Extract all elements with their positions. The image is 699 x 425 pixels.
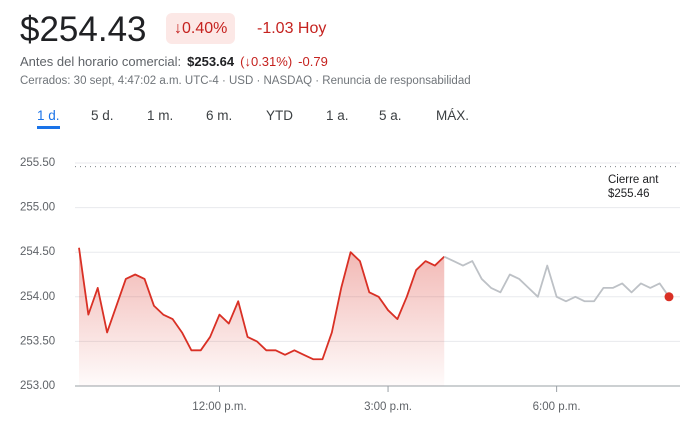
previous-close-title: Cierre ant [608,174,659,186]
x-tick-label: 3:00 p.m. [364,401,412,413]
line [443,255,670,303]
premarket-label: Antes del horario comercial: [20,54,182,69]
range-tab[interactable]: MÁX. [436,108,470,123]
price: $254.43 [20,10,147,49]
y-tick-label: 253.50 [20,335,55,347]
range-tab[interactable]: 1 a. [326,108,349,123]
range-tab[interactable]: YTD [266,108,293,123]
line [78,247,445,361]
x-tick-label: 6:00 p.m. [533,401,581,413]
range-tab[interactable]: 6 m. [206,108,233,123]
y-tick-label: 254.50 [20,246,55,258]
x-tick-label: 12:00 p.m. [192,401,246,413]
status: Cerrados: 30 sept, 4:47:02 a.m. UTC-4 · … [20,75,471,87]
y-tick-label: 253.00 [20,380,55,392]
change-today: -1.03 Hoy [257,20,327,37]
range-tab[interactable]: 5 a. [379,108,402,123]
range-tab[interactable]: 1 d. [37,108,60,129]
premarket: Antes del horario comercial: $253.64 (↓0.3… [20,54,328,69]
premarket-change: -0.79 [298,54,328,69]
premarket-pct: (↓0.31%) [240,54,293,69]
area [79,247,445,386]
y-tick-label: 255.00 [20,202,55,214]
y-tick-label: 255.50 [20,157,55,169]
last-point [664,292,674,302]
previous-close-label: $255.46 [608,188,650,200]
change-pct-badge: ↓0.40% [166,13,236,44]
range-tab[interactable]: 5 d. [91,108,114,123]
y-tick-label: 254.00 [20,291,55,303]
premarket-price: $253.64 [187,54,235,69]
range-tab[interactable]: 1 m. [147,108,174,123]
